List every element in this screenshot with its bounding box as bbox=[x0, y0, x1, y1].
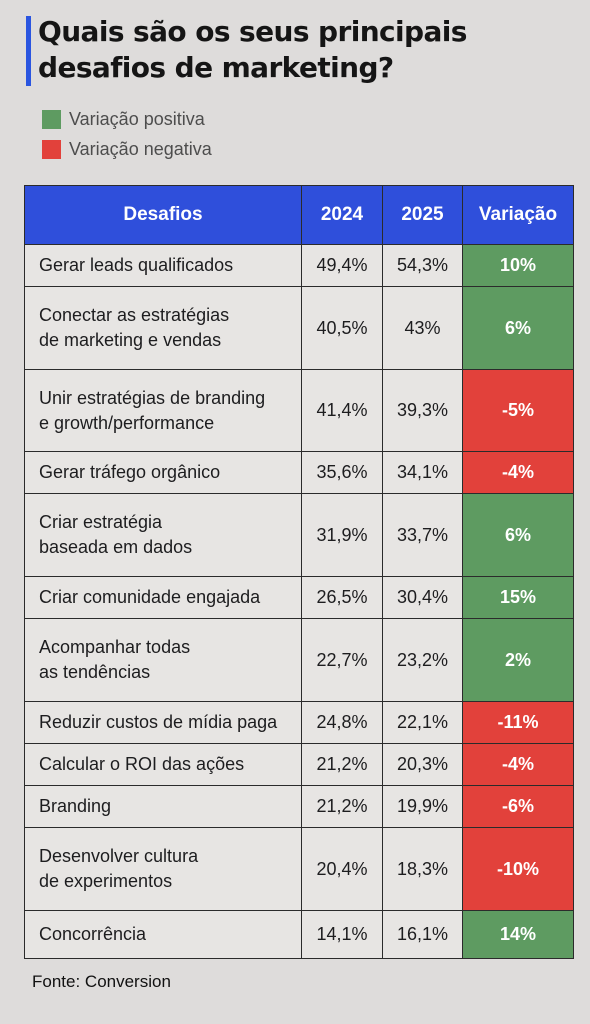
cell-2024: 22,7% bbox=[301, 618, 383, 702]
title-accent-bar bbox=[26, 16, 31, 86]
table-row: Criar comunidade engajada 26,5% 30,4% 15% bbox=[24, 576, 574, 619]
cell-variacao-negative: -11% bbox=[462, 701, 574, 744]
cell-2025: 43% bbox=[382, 286, 463, 370]
cell-2024: 35,6% bbox=[301, 451, 383, 494]
legend: Variação positiva Variação negativa bbox=[42, 106, 212, 166]
cell-desafio: Gerar leads qualificados bbox=[24, 244, 302, 287]
cell-2025: 18,3% bbox=[382, 827, 463, 911]
cell-variacao-positive: 15% bbox=[462, 576, 574, 619]
legend-swatch-negative bbox=[42, 139, 61, 159]
cell-2025: 22,1% bbox=[382, 701, 463, 744]
cell-desafio: Reduzir custos de mídia paga bbox=[24, 701, 302, 744]
cell-2025: 19,9% bbox=[382, 785, 463, 828]
cell-2025: 54,3% bbox=[382, 244, 463, 287]
table-row: Concorrência 14,1% 16,1% 14% bbox=[24, 910, 574, 959]
legend-label-positive: Variação positiva bbox=[69, 108, 205, 129]
cell-2024: 21,2% bbox=[301, 743, 383, 786]
header-2025: 2025 bbox=[382, 185, 463, 245]
legend-label-negative: Variação negativa bbox=[69, 138, 212, 159]
source-footer: Fonte: Conversion bbox=[32, 972, 171, 991]
cell-2024: 41,4% bbox=[301, 369, 383, 452]
cell-2024: 24,8% bbox=[301, 701, 383, 744]
cell-variacao-positive: 2% bbox=[462, 618, 574, 702]
table-row: Conectar as estratégias de marketing e ve… bbox=[24, 286, 574, 370]
table-row: Calcular o ROI das ações 21,2% 20,3% -4% bbox=[24, 743, 574, 786]
cell-desafio: Criar estratégia baseada em dados bbox=[24, 493, 302, 577]
cell-desafio: Concorrência bbox=[24, 910, 302, 959]
cell-desafio: Desenvolver cultura de experimentos bbox=[24, 827, 302, 911]
cell-2024: 49,4% bbox=[301, 244, 383, 287]
table-row: Acompanhar todas as tendências 22,7% 23,2% 2… bbox=[24, 618, 574, 702]
header-variacao: Variação bbox=[462, 185, 574, 245]
cell-variacao-negative: -4% bbox=[462, 451, 574, 494]
cell-2024: 40,5% bbox=[301, 286, 383, 370]
cell-desafio: Acompanhar todas as tendências bbox=[24, 618, 302, 702]
table-row: Gerar leads qualificados 49,4% 54,3% 10% bbox=[24, 244, 574, 287]
challenges-table: Desafios 2024 2025 Variação Gerar leads … bbox=[24, 185, 574, 959]
table-row: Gerar tráfego orgânico 35,6% 34,1% -4% bbox=[24, 451, 574, 494]
cell-desafio: Unir estratégias de branding e growth/per… bbox=[24, 369, 302, 452]
cell-2025: 34,1% bbox=[382, 451, 463, 494]
cell-desafio: Gerar tráfego orgânico bbox=[24, 451, 302, 494]
cell-variacao-negative: -10% bbox=[462, 827, 574, 911]
cell-2025: 30,4% bbox=[382, 576, 463, 619]
cell-variacao-positive: 6% bbox=[462, 286, 574, 370]
legend-item-negative: Variação negativa bbox=[42, 136, 212, 162]
cell-2024: 20,4% bbox=[301, 827, 383, 911]
header-2024: 2024 bbox=[301, 185, 383, 245]
table-row: Branding 21,2% 19,9% -6% bbox=[24, 785, 574, 828]
cell-variacao-positive: 6% bbox=[462, 493, 574, 577]
cell-2025: 23,2% bbox=[382, 618, 463, 702]
cell-variacao-positive: 14% bbox=[462, 910, 574, 959]
cell-2024: 21,2% bbox=[301, 785, 383, 828]
chart-title: Quais são os seus principais desafios de… bbox=[38, 15, 467, 84]
cell-2025: 33,7% bbox=[382, 493, 463, 577]
title-block: Quais são os seus principais desafios de… bbox=[26, 14, 566, 86]
cell-desafio: Calcular o ROI das ações bbox=[24, 743, 302, 786]
table-row: Desenvolver cultura de experimentos 20,4% 1… bbox=[24, 827, 574, 911]
table-header-row: Desafios 2024 2025 Variação bbox=[24, 185, 574, 245]
table-row: Reduzir custos de mídia paga 24,8% 22,1% -1… bbox=[24, 701, 574, 744]
cell-2024: 26,5% bbox=[301, 576, 383, 619]
cell-2024: 14,1% bbox=[301, 910, 383, 959]
cell-desafio: Branding bbox=[24, 785, 302, 828]
header-desafios: Desafios bbox=[24, 185, 302, 245]
table-row: Criar estratégia baseada em dados 31,9% 33,… bbox=[24, 493, 574, 577]
legend-item-positive: Variação positiva bbox=[42, 106, 212, 132]
cell-variacao-negative: -6% bbox=[462, 785, 574, 828]
cell-2025: 16,1% bbox=[382, 910, 463, 959]
cell-desafio: Conectar as estratégias de marketing e ve… bbox=[24, 286, 302, 370]
cell-2025: 39,3% bbox=[382, 369, 463, 452]
cell-2024: 31,9% bbox=[301, 493, 383, 577]
table-row: Unir estratégias de branding e growth/per… bbox=[24, 369, 574, 452]
table-body: Gerar leads qualificados 49,4% 54,3% 10% Con… bbox=[24, 244, 574, 959]
cell-desafio: Criar comunidade engajada bbox=[24, 576, 302, 619]
legend-swatch-positive bbox=[42, 109, 61, 129]
cell-2025: 20,3% bbox=[382, 743, 463, 786]
cell-variacao-negative: -4% bbox=[462, 743, 574, 786]
cell-variacao-positive: 10% bbox=[462, 244, 574, 287]
cell-variacao-negative: -5% bbox=[462, 369, 574, 452]
